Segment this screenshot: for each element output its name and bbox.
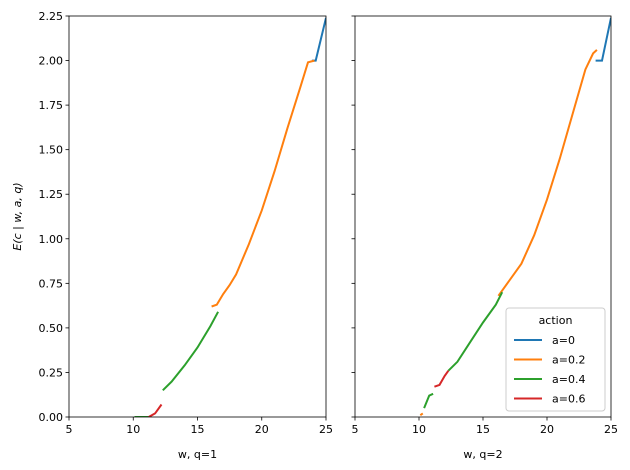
x-tick-label: 10 xyxy=(126,423,140,436)
legend-label: a=0 xyxy=(552,334,575,347)
data-line xyxy=(311,17,326,62)
x-tick-label: 10 xyxy=(412,423,426,436)
legend-label: a=0.4 xyxy=(552,373,585,386)
data-line xyxy=(595,17,611,62)
data-line xyxy=(419,49,598,417)
y-tick-label: 1.00 xyxy=(39,233,64,246)
y-tick-label: 2.25 xyxy=(39,10,64,23)
data-line xyxy=(211,59,315,308)
x-tick-label: 25 xyxy=(319,423,333,436)
x-tick-label: 5 xyxy=(66,423,73,436)
x-axis-label: w, q=2 xyxy=(463,448,502,461)
x-tick-label: 20 xyxy=(540,423,554,436)
data-line xyxy=(434,370,450,388)
y-tick-label: 2.00 xyxy=(39,55,64,68)
x-axis-label: w, q=1 xyxy=(178,448,217,461)
y-tick-label: 0.75 xyxy=(39,277,64,290)
y-axis-label: E(c | w, a, q) xyxy=(11,182,24,250)
x-tick-label: 20 xyxy=(255,423,269,436)
y-tick-label: 0.50 xyxy=(39,322,64,335)
x-tick-label: 15 xyxy=(476,423,490,436)
y-tick-label: 1.50 xyxy=(39,144,64,157)
data-line xyxy=(148,403,163,417)
x-tick-label: 25 xyxy=(604,423,618,436)
axes-frame xyxy=(68,15,327,418)
data-line xyxy=(134,311,219,417)
y-tick-label: 0.00 xyxy=(39,411,64,424)
y-tick-label: 0.25 xyxy=(39,366,64,379)
legend-box xyxy=(505,307,606,412)
data-line xyxy=(423,291,504,409)
y-tick-label: 1.25 xyxy=(39,188,64,201)
legend-label: a=0.2 xyxy=(552,354,585,367)
legend-title: action xyxy=(539,314,573,327)
legend-label: a=0.6 xyxy=(552,393,585,406)
y-tick-label: 1.75 xyxy=(39,99,64,112)
x-tick-label: 15 xyxy=(191,423,205,436)
x-tick-label: 5 xyxy=(352,423,359,436)
